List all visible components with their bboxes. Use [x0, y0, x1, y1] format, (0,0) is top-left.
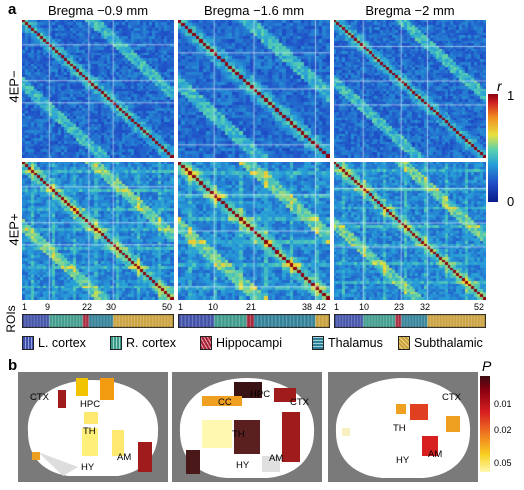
legend-label-thalamus: Thalamus	[328, 336, 383, 350]
roi-tick: 52	[474, 302, 485, 312]
brain-slice-2	[172, 372, 322, 482]
legend-label-r-cortex: R. cortex	[126, 336, 177, 350]
heatmap-4ep-plus-bregma-1.6	[178, 162, 330, 300]
brain1-label-th: TH	[83, 426, 96, 437]
legend-swatch-r-cortex	[110, 336, 122, 350]
roi-tick: 21	[246, 302, 257, 312]
brain-slice-1	[18, 372, 168, 482]
colorbar-r	[488, 94, 498, 202]
legend-label-subthalamic: Subthalamic	[414, 336, 483, 350]
colorbar-p-label: P	[482, 358, 492, 374]
colorbar-min-label: 0	[507, 194, 515, 209]
roi-tick: 1	[334, 302, 340, 312]
roi-bar-2	[178, 314, 330, 328]
roi-tick: 1	[22, 302, 28, 312]
brain2-label-hy: HY	[236, 460, 250, 471]
brain2-label-hpc: HPC	[250, 389, 271, 400]
panel-a-letter: a	[8, 1, 17, 18]
brain1-label-am: AM	[117, 452, 132, 463]
roi-tick: 10	[359, 302, 370, 312]
heatmap-4ep-minus-bregma-0.9	[22, 20, 174, 158]
brain2-label-ctx: CTX	[290, 397, 309, 408]
legend-label-hippocampi: Hippocampi	[216, 336, 283, 350]
roi-tick: 10	[208, 302, 219, 312]
roi-tick: 9	[45, 302, 51, 312]
roi-tick: 32	[420, 302, 431, 312]
roi-tick: 38	[302, 302, 313, 312]
roi-tick: 22	[82, 302, 93, 312]
brain3-label-am: AM	[428, 449, 443, 460]
brain2-label-am: AM	[269, 453, 284, 464]
legend-label-l-cortex: L. cortex	[38, 336, 86, 350]
legend-swatch-hippocampi	[200, 336, 212, 350]
colorbar-p-tick-0.02: 0.02	[494, 425, 512, 435]
row-label-4ep-minus: 4EP−	[6, 70, 22, 103]
roi-tick: 30	[106, 302, 117, 312]
row-label-4ep-plus: 4EP+	[6, 213, 22, 246]
brain1-label-hy: HY	[81, 462, 95, 473]
legend-swatch-l-cortex	[22, 336, 34, 350]
heatmap-4ep-plus-bregma-0.9	[22, 162, 174, 300]
brain1-label-hpc: HPC	[80, 399, 101, 410]
brain2-label-cc: CC	[218, 397, 232, 408]
roi-tick: 50	[162, 302, 173, 312]
colorbar-p-tick-0.01: 0.01	[494, 399, 512, 409]
heatmap-4ep-plus-bregma-2	[334, 162, 486, 300]
colorbar-p-tick-0.05: 0.05	[494, 458, 512, 468]
heatmap-4ep-minus-bregma-2	[334, 20, 486, 158]
column-title-3: Bregma −2 mm	[365, 3, 455, 18]
legend-swatch-subthalamic	[398, 336, 410, 350]
heatmap-4ep-minus-bregma-1.6	[178, 20, 330, 158]
roi-tick: 42	[316, 302, 327, 312]
roi-tick: 1	[178, 302, 184, 312]
brain3-label-ctx: CTX	[442, 392, 461, 403]
brain1-label-ctx: CTX	[30, 392, 49, 403]
column-title-1: Bregma −0.9 mm	[47, 3, 149, 18]
brain2-label-th: TH	[232, 429, 245, 440]
column-title-2: Bregma −1.6 mm	[203, 3, 305, 18]
colorbar-r-label: r	[497, 78, 502, 94]
colorbar-p	[480, 376, 490, 472]
colorbar-max-label: 1	[507, 88, 515, 103]
brain3-label-hy: HY	[396, 455, 410, 466]
brain-slice-3	[328, 372, 478, 482]
legend-swatch-thalamus	[312, 336, 324, 350]
roi-bar-3	[334, 314, 486, 328]
roi-tick: 23	[394, 302, 405, 312]
rois-label: ROIs	[4, 305, 18, 333]
roi-bar-1	[22, 314, 174, 328]
brain3-label-th: TH	[393, 423, 406, 434]
panel-b-letter: b	[8, 357, 18, 374]
